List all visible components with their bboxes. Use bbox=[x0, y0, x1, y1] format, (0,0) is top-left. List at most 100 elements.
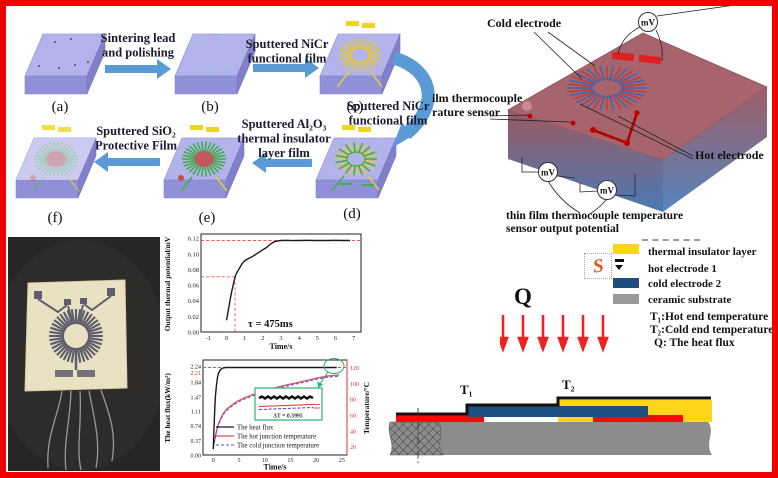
chart-legend: The heat flux The hot junction temperatu… bbox=[216, 425, 319, 450]
fabrication-process-flow: (a) (b) (c) (d) (e) (f) Sintering lead an… bbox=[15, 21, 435, 226]
thermopile-sunburst bbox=[567, 65, 647, 111]
svg-text:4: 4 bbox=[298, 335, 302, 342]
left-y-axis-label: The heat flux(kW/m²) bbox=[163, 373, 172, 443]
heat-flux-q-symbol: Q bbox=[514, 284, 532, 309]
svg-text:10: 10 bbox=[262, 458, 268, 464]
sensor-photo bbox=[8, 237, 165, 471]
svg-text:20: 20 bbox=[313, 458, 319, 464]
mv-label-right: mV bbox=[600, 186, 614, 196]
arrow-c-to-d-head bbox=[392, 122, 412, 148]
thermopile-inner-ring bbox=[591, 78, 623, 98]
hot-electrode-strip-right bbox=[593, 415, 683, 422]
svg-text:7: 7 bbox=[352, 335, 356, 342]
zoom-ellipse bbox=[323, 358, 345, 374]
legend-swatch-hot-electrode bbox=[615, 259, 625, 275]
t1-label: T₁ bbox=[460, 382, 473, 397]
cold-electrode-layer bbox=[468, 406, 648, 417]
step-label-c: (c) bbox=[347, 99, 364, 115]
chip-pattern bbox=[37, 295, 112, 370]
steady-state-marker: 2.21 bbox=[191, 371, 202, 377]
cold-electrode-label: Cold electrode bbox=[487, 16, 562, 30]
svg-text:0.74: 0.74 bbox=[191, 424, 202, 430]
mv-label-left: mV bbox=[541, 168, 555, 178]
note-t2-cold-end: T₂:Cold end temperature bbox=[650, 324, 774, 336]
svg-text:0.00: 0.00 bbox=[191, 454, 202, 460]
svg-text:0.37: 0.37 bbox=[191, 439, 202, 445]
left-y-ticks: 0.00 0.37 0.74 1.11 1.47 1.84 2.24 2.21 bbox=[191, 364, 202, 459]
svg-text:1.47: 1.47 bbox=[191, 395, 202, 401]
wire-dots bbox=[527, 110, 640, 146]
ceramic-substrate-layer bbox=[389, 422, 712, 455]
svg-text:0: 0 bbox=[225, 335, 228, 342]
legend-swatch-cold-electrode bbox=[613, 278, 639, 288]
response-time-chart: 0.00 0.02 0.04 0.06 0.08 0.10 0.12 -1 0 … bbox=[160, 228, 398, 352]
svg-text:1.84: 1.84 bbox=[191, 381, 202, 387]
block-a-ceramic-substrate bbox=[24, 33, 106, 95]
svg-text:0.08: 0.08 bbox=[188, 267, 199, 274]
step-label-e: (e) bbox=[199, 210, 216, 226]
step-label-d: (d) bbox=[343, 206, 361, 222]
hot-electrode-pads bbox=[611, 51, 662, 65]
lead-wires bbox=[47, 389, 115, 471]
svg-text:0.00: 0.00 bbox=[188, 330, 199, 337]
leader-lines bbox=[489, 6, 732, 215]
svg-text:6: 6 bbox=[334, 335, 338, 342]
layer-cross-section: T₁ T₂ bbox=[388, 377, 712, 466]
y-axis-label: Output thermal potential/mV bbox=[163, 236, 172, 331]
sunburst-pattern-yellow bbox=[339, 38, 381, 72]
zoom-inset: ΔT = 0.3995 bbox=[254, 387, 323, 421]
svg-text:2.24: 2.24 bbox=[191, 364, 202, 370]
x-axis-ticks: -1 0 1 2 3 4 5 6 7 bbox=[206, 335, 356, 342]
sunburst-pattern-green bbox=[182, 141, 226, 177]
svg-text:80: 80 bbox=[350, 398, 356, 404]
svg-text:0.12: 0.12 bbox=[188, 236, 199, 243]
legend-heat-flux: The heat flux bbox=[237, 425, 274, 432]
step-label-a: (a) bbox=[52, 99, 69, 115]
block-b-polished-substrate bbox=[174, 33, 256, 95]
cold-junction-curve bbox=[212, 375, 340, 448]
sensor-left-face bbox=[508, 110, 663, 212]
missing-image-placeholder-icon: S bbox=[584, 253, 612, 279]
svg-text:0: 0 bbox=[212, 458, 215, 464]
block-f-sio2-protected bbox=[15, 125, 97, 199]
svg-text:2: 2 bbox=[261, 335, 264, 342]
arrow-e-to-f bbox=[94, 152, 160, 172]
top-surface-contour bbox=[396, 396, 711, 416]
arrow-a-to-b bbox=[105, 59, 171, 79]
surface-pad-dot bbox=[522, 101, 532, 111]
legend-swatch-thermal-insulator bbox=[613, 244, 639, 254]
chip-pads bbox=[34, 288, 115, 377]
millivoltmeter-right: mV bbox=[597, 180, 617, 200]
mv-label-top: mV bbox=[641, 18, 655, 28]
caption-sputter-nicr-1: Sputtered NiCr functional film bbox=[246, 37, 329, 65]
right-y-ticks: 20 40 60 80 100 120 bbox=[350, 366, 359, 451]
output-potential-label: thin film thermocouple temperature sensor… bbox=[506, 210, 683, 235]
hot-electrode-strip-left bbox=[396, 415, 484, 422]
svg-text:25: 25 bbox=[339, 458, 345, 464]
svg-text:0.02: 0.02 bbox=[188, 314, 199, 321]
delta-t-annotation: ΔT = 0.3995 bbox=[273, 414, 303, 420]
svg-text:60: 60 bbox=[350, 414, 356, 420]
svg-text:3: 3 bbox=[279, 335, 282, 342]
caption-sintering: Sintering lead and polishing bbox=[101, 31, 176, 59]
sunburst-pattern-green-yellow bbox=[335, 142, 377, 176]
sio2-protective-overlay bbox=[16, 138, 96, 180]
heat-flux-arrows bbox=[500, 315, 609, 353]
svg-text:20: 20 bbox=[350, 445, 356, 451]
step-label-b: (b) bbox=[201, 99, 219, 115]
block-c-nicr-film bbox=[319, 21, 401, 95]
right-y-axis-label: Temperature/°C bbox=[362, 382, 371, 434]
caption-sputter-nicr-2: Sputtered NiCr functional film bbox=[347, 99, 430, 127]
svg-text:5: 5 bbox=[316, 335, 319, 342]
heat-flux-curve bbox=[212, 366, 337, 450]
caption-sputter-sio2: Sputtered SiO₂ Protective Film bbox=[95, 124, 178, 152]
svg-text:100: 100 bbox=[350, 382, 359, 388]
sensor-right-face bbox=[663, 87, 767, 212]
legend-cold-junction: The cold junction temperature bbox=[237, 443, 319, 450]
legend-label-cold-electrode: cold electrode 2 bbox=[648, 278, 722, 290]
y-axis-ticks: 0.00 0.02 0.04 0.06 0.08 0.10 0.12 bbox=[188, 236, 200, 337]
legend-label-ceramic-substrate: ceramic substrate bbox=[648, 294, 732, 306]
film-thermocouple-label: ilm thermocouple rature sensor bbox=[432, 91, 523, 119]
output-potential-curve bbox=[225, 239, 351, 321]
